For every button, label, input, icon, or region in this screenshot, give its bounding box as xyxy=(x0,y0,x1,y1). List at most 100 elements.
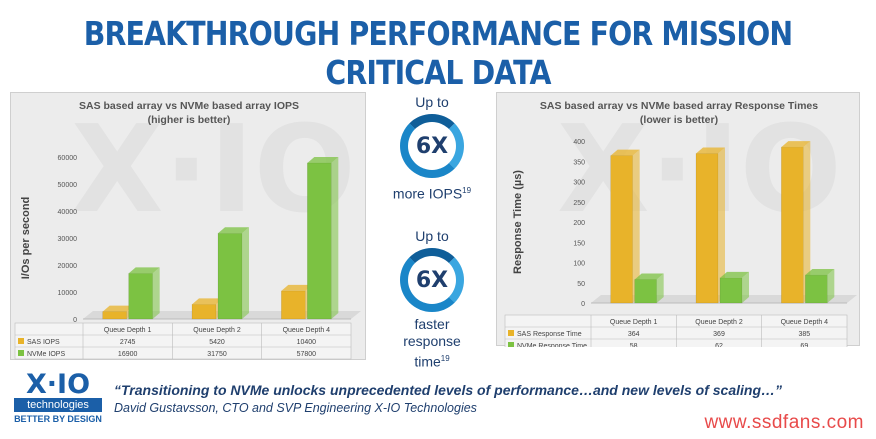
chart-subtitle: (higher is better) xyxy=(148,114,231,126)
y-tick-label: 100 xyxy=(573,261,585,268)
y-tick-label: 0 xyxy=(73,317,77,324)
data-value-label: 57800 xyxy=(297,351,317,358)
bar-top-face xyxy=(192,298,223,305)
bar-nvme-response-time xyxy=(634,279,657,304)
logo-tagline: BETTER BY DESIGN xyxy=(14,414,102,424)
bar-side-face xyxy=(718,147,725,303)
category-label: Queue Depth 1 xyxy=(104,327,152,334)
bar-top-face xyxy=(781,141,811,148)
bar-top-face xyxy=(696,147,725,154)
bar-top-face xyxy=(128,267,160,274)
y-axis-label: I/Os per second xyxy=(20,197,32,280)
bar-top-face xyxy=(307,156,339,163)
y-tick-label: 20000 xyxy=(58,263,78,270)
response-callout-line-1: faster xyxy=(414,316,450,332)
data-table xyxy=(504,314,848,347)
category-label: Queue Depth 2 xyxy=(193,327,241,334)
response-callout: Up to 6X faster response time19 xyxy=(380,228,484,371)
bar-sas-iops xyxy=(191,304,217,320)
legend-label: SAS IOPS xyxy=(27,339,60,346)
data-value-label: 364 xyxy=(628,331,640,338)
bar-sas-response-time xyxy=(695,153,719,304)
y-tick-label: 200 xyxy=(573,220,585,227)
quote: “Transitioning to NVMe unlocks unprecede… xyxy=(114,382,783,398)
y-tick-label: 250 xyxy=(573,200,585,207)
response-callout-upto: Up to xyxy=(415,228,449,244)
y-tick-label: 30000 xyxy=(58,236,78,243)
bar-side-face xyxy=(331,156,339,319)
bar-sas-response-time xyxy=(781,146,804,304)
data-table xyxy=(14,322,352,360)
legend-label: SAS Response Time xyxy=(517,331,582,338)
y-tick-label: 0 xyxy=(581,301,585,308)
iops-callout: Up to 6X more IOPS19 xyxy=(380,94,484,203)
category-label: Queue Depth 2 xyxy=(695,319,743,326)
bar-side-face xyxy=(742,271,749,303)
bar-top-face xyxy=(610,149,640,156)
footnote-ref: 19 xyxy=(462,186,472,195)
y-tick-label: 10000 xyxy=(58,290,78,297)
iops-callout-upto: Up to xyxy=(415,94,449,110)
y-tick-label: 40000 xyxy=(58,209,78,216)
company-logo: X·IO technologies BETTER BY DESIGN xyxy=(14,369,102,424)
six-x-badge: 6X xyxy=(400,114,464,178)
response-callout-line-3: time xyxy=(414,353,441,370)
data-value-label: 62 xyxy=(715,343,723,347)
chart-subtitle: (lower is better) xyxy=(640,114,718,126)
bar-nvme-response-time xyxy=(719,277,743,304)
chart-title: SAS based array vs NVMe based array Resp… xyxy=(540,100,818,112)
category-label: Queue Depth 4 xyxy=(283,327,331,334)
bar-top-face xyxy=(281,284,313,291)
legend-label: NVMe IOPS xyxy=(27,351,65,358)
data-value-label: 5420 xyxy=(209,339,225,346)
legend-swatch xyxy=(508,342,514,347)
logo-name: technologies xyxy=(14,398,102,412)
bar-sas-iops xyxy=(102,311,127,320)
chart-title: SAS based array vs NVMe based array IOPS xyxy=(79,100,299,112)
data-value-label: 2745 xyxy=(120,339,136,346)
bar-top-face xyxy=(805,269,835,276)
data-value-label: 385 xyxy=(798,331,810,338)
bar-side-face xyxy=(656,273,664,303)
iops-chart: SAS based array vs NVMe based array IOPS… xyxy=(14,100,361,360)
response-time-chart-panel: X·IO SAS based array vs NVMe based array… xyxy=(496,92,860,347)
y-tick-label: 50000 xyxy=(58,182,78,189)
headline: BREAKTHROUGH PERFORMANCE FOR MISSION CRI… xyxy=(83,14,793,92)
data-value-label: 69 xyxy=(800,343,808,347)
bar-nvme-response-time xyxy=(805,274,828,304)
category-label: Queue Depth 4 xyxy=(781,319,829,326)
y-tick-label: 50 xyxy=(577,281,585,288)
data-value-label: 58 xyxy=(630,343,638,347)
six-x-badge: 6X xyxy=(400,248,464,312)
iops-chart-panel: X·IO SAS based array vs NVMe based array… xyxy=(10,92,366,360)
legend-swatch xyxy=(18,338,24,344)
bar-side-face xyxy=(803,141,811,303)
response-callout-line-2: response xyxy=(403,333,461,349)
data-value-label: 16900 xyxy=(118,351,138,358)
y-tick-label: 60000 xyxy=(58,155,78,162)
footnote-ref: 19 xyxy=(440,354,450,363)
bar-side-face xyxy=(152,267,160,319)
bar-nvme-iops xyxy=(128,273,153,320)
data-value-label: 10400 xyxy=(297,339,317,346)
bar-nvme-iops xyxy=(307,162,332,320)
logo-mark: X·IO xyxy=(25,369,91,400)
data-value-label: 369 xyxy=(713,331,725,338)
iops-callout-caption: more IOPS xyxy=(392,185,463,202)
legend-swatch xyxy=(508,330,514,336)
site-watermark: www.ssdfans.com xyxy=(704,412,864,433)
y-tick-label: 350 xyxy=(573,159,585,166)
category-label: Queue Depth 1 xyxy=(610,319,658,326)
y-tick-label: 300 xyxy=(573,180,585,187)
bar-nvme-iops xyxy=(217,233,243,320)
bar-side-face xyxy=(242,227,249,319)
data-value-label: 31750 xyxy=(207,351,227,358)
y-tick-label: 400 xyxy=(573,139,585,146)
legend-label: NVMe Response Time xyxy=(517,343,587,347)
bar-top-face xyxy=(102,305,134,312)
bar-top-face xyxy=(218,227,249,234)
bar-side-face xyxy=(827,269,835,303)
y-tick-label: 150 xyxy=(573,240,585,247)
bar-top-face xyxy=(720,271,749,278)
quote-attribution: David Gustavsson, CTO and SVP Engineerin… xyxy=(114,401,477,415)
